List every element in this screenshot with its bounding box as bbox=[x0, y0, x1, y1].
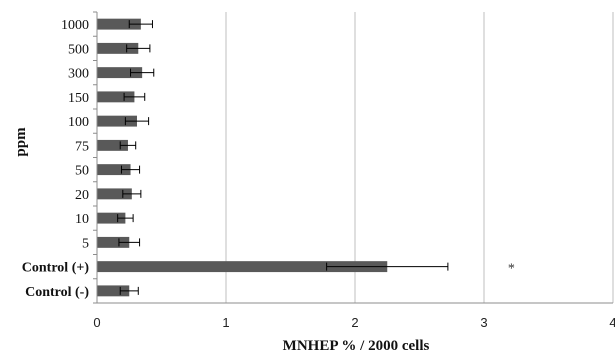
y-tick-label: 100 bbox=[68, 115, 89, 130]
y-tick-label: 20 bbox=[75, 188, 89, 203]
y-tick-label: 150 bbox=[68, 91, 89, 106]
bars bbox=[97, 18, 449, 297]
y-tick-label: 1000 bbox=[61, 18, 89, 33]
bar bbox=[97, 139, 128, 151]
axes bbox=[93, 11, 613, 304]
x-axis-title: MNHEP % / 2000 cells bbox=[283, 338, 430, 354]
x-tick-label: 0 bbox=[93, 315, 100, 330]
y-tick-label: 10 bbox=[75, 212, 89, 227]
bar bbox=[97, 261, 388, 273]
x-tick-label: 4 bbox=[609, 315, 615, 330]
y-tick-label: Control (-) bbox=[25, 285, 89, 300]
x-tick-label: 3 bbox=[480, 315, 487, 330]
significance-marker: * bbox=[508, 262, 515, 277]
y-tick-label: Control (+) bbox=[22, 261, 90, 276]
bar bbox=[97, 188, 132, 200]
bar bbox=[97, 115, 137, 127]
x-tick-label: 2 bbox=[351, 315, 358, 330]
bar bbox=[97, 285, 130, 297]
x-tick-labels: 0 1 2 3 4 bbox=[93, 315, 615, 330]
y-axis-title: ppm bbox=[13, 127, 29, 157]
bar bbox=[97, 164, 131, 176]
y-tick-label: 5 bbox=[82, 236, 89, 251]
annotations: * bbox=[508, 262, 515, 277]
y-tick-label: 500 bbox=[68, 42, 89, 57]
grid-lines bbox=[225, 12, 614, 303]
x-tick-label: 1 bbox=[222, 315, 229, 330]
bar bbox=[97, 67, 143, 79]
bar bbox=[97, 42, 139, 54]
y-tick-labels: 1000 500 300 150 100 75 50 20 10 5 Control (+) Cont… bbox=[22, 18, 90, 300]
bar bbox=[97, 91, 135, 103]
bar bbox=[97, 236, 130, 248]
y-tick-label: 75 bbox=[75, 139, 89, 154]
y-tick-label: 50 bbox=[75, 164, 89, 179]
bar bbox=[97, 212, 126, 224]
bar bbox=[97, 18, 141, 30]
y-tick-label: 300 bbox=[68, 67, 89, 82]
